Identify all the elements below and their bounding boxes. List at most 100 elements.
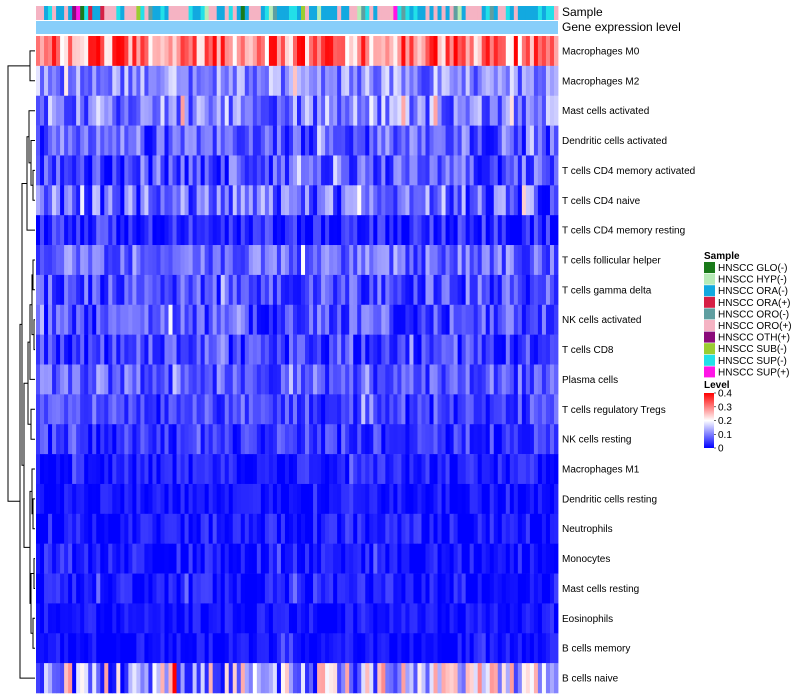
heatmap-cell bbox=[268, 185, 274, 216]
dendrogram-branch bbox=[32, 169, 35, 201]
heatmap-cell bbox=[128, 483, 133, 515]
heatmap-cell bbox=[509, 513, 515, 544]
heatmap-cell bbox=[437, 95, 442, 126]
heatmap-cell bbox=[533, 125, 539, 156]
heatmap-cell bbox=[52, 274, 57, 306]
heatmap-cell bbox=[140, 95, 145, 126]
heatmap-cell bbox=[128, 185, 133, 216]
heatmap-cell bbox=[128, 633, 133, 664]
heatmap-cell bbox=[369, 334, 374, 365]
heatmap-cell bbox=[513, 663, 519, 694]
heatmap-cell bbox=[365, 304, 370, 335]
heatmap-cell bbox=[317, 633, 322, 664]
heatmap-cell bbox=[128, 364, 133, 395]
heatmap-cell bbox=[240, 245, 246, 276]
heatmap-cell bbox=[284, 245, 290, 276]
heatmap-cell bbox=[553, 185, 559, 216]
heatmap-cell bbox=[333, 633, 338, 664]
heatmap-cell bbox=[280, 603, 286, 634]
heatmap-cell bbox=[244, 483, 250, 515]
heatmap-cell bbox=[373, 95, 378, 126]
heatmap-cell bbox=[313, 543, 318, 574]
heatmap-cell bbox=[357, 424, 362, 455]
heatmap-cell bbox=[333, 603, 338, 634]
heatmap-cell bbox=[369, 245, 374, 276]
heatmap-cell bbox=[553, 36, 559, 67]
heatmap-cell bbox=[48, 36, 53, 67]
heatmap-cell bbox=[36, 454, 41, 485]
heatmap-cell bbox=[36, 95, 41, 126]
heatmap-cell bbox=[469, 36, 475, 67]
heatmap-cell bbox=[196, 125, 202, 156]
heatmap-cell bbox=[260, 424, 266, 455]
heatmap-cell bbox=[260, 633, 266, 664]
heatmap-cell bbox=[56, 185, 61, 216]
heatmap-cell bbox=[196, 95, 202, 126]
heatmap-cell bbox=[341, 424, 346, 455]
heatmap-cell bbox=[437, 65, 442, 97]
heatmap-cell bbox=[260, 95, 266, 126]
heatmap-cell bbox=[549, 543, 555, 574]
row-label: Dendritic cells resting bbox=[562, 494, 657, 505]
heatmap-cell bbox=[365, 483, 370, 515]
heatmap-cell bbox=[313, 424, 318, 455]
heatmap-cell bbox=[140, 185, 145, 216]
heatmap-cell bbox=[144, 573, 149, 604]
sample-cell bbox=[485, 6, 491, 20]
heatmap-cell bbox=[393, 543, 398, 574]
heatmap-cell bbox=[381, 424, 386, 455]
heatmap-cell bbox=[501, 36, 507, 67]
heatmap-cell bbox=[457, 215, 463, 246]
heatmap-cell bbox=[449, 424, 454, 455]
heatmap-cell bbox=[100, 95, 105, 126]
heatmap-cell bbox=[292, 65, 298, 97]
heatmap-cell bbox=[361, 125, 366, 156]
heatmap-cell bbox=[228, 245, 234, 276]
sample-cell bbox=[272, 6, 278, 20]
heatmap-cell bbox=[517, 185, 523, 216]
heatmap-cell bbox=[184, 245, 189, 276]
sample-cell bbox=[349, 6, 354, 20]
heatmap-cell bbox=[272, 274, 278, 306]
heatmap-cell bbox=[313, 36, 318, 67]
heatmap-cell bbox=[252, 155, 258, 186]
heatmap-cell bbox=[252, 215, 258, 246]
heatmap-cell bbox=[220, 155, 226, 186]
heatmap-cell bbox=[168, 185, 173, 216]
heatmap-cell bbox=[317, 36, 322, 67]
heatmap-cell bbox=[168, 513, 173, 544]
heatmap-cell bbox=[40, 454, 45, 485]
heatmap-cell bbox=[164, 65, 169, 97]
heatmap-cell bbox=[437, 215, 442, 246]
heatmap-cell bbox=[473, 36, 479, 67]
heatmap-cell bbox=[248, 483, 254, 515]
heatmap-cell bbox=[409, 274, 414, 306]
heatmap-cell bbox=[64, 573, 69, 604]
heatmap-cell bbox=[301, 155, 306, 186]
heatmap-cell bbox=[36, 245, 41, 276]
dendrogram-branch bbox=[32, 617, 35, 649]
heatmap-cell bbox=[457, 304, 463, 335]
heatmap-cell bbox=[505, 125, 511, 156]
heatmap-cell bbox=[140, 424, 145, 455]
heatmap-cell bbox=[441, 304, 446, 335]
heatmap-cell bbox=[240, 125, 246, 156]
sample-cell bbox=[541, 6, 547, 20]
sample-cell bbox=[80, 6, 85, 20]
heatmap-cell bbox=[120, 573, 125, 604]
heatmap-cell bbox=[385, 334, 390, 365]
heatmap-cell bbox=[88, 573, 93, 604]
heatmap-cell bbox=[533, 543, 539, 574]
heatmap-cell bbox=[325, 663, 330, 694]
heatmap-cell bbox=[537, 274, 543, 306]
heatmap-cell bbox=[453, 304, 459, 335]
heatmap-cell bbox=[505, 304, 511, 335]
heatmap-cell bbox=[56, 125, 61, 156]
heatmap-cell bbox=[140, 125, 145, 156]
heatmap-cell bbox=[160, 454, 165, 485]
heatmap-cell bbox=[260, 65, 266, 97]
heatmap-cell bbox=[280, 155, 286, 186]
heatmap-cell bbox=[341, 543, 346, 574]
heatmap-cell bbox=[152, 215, 157, 246]
heatmap-cell bbox=[393, 274, 398, 306]
